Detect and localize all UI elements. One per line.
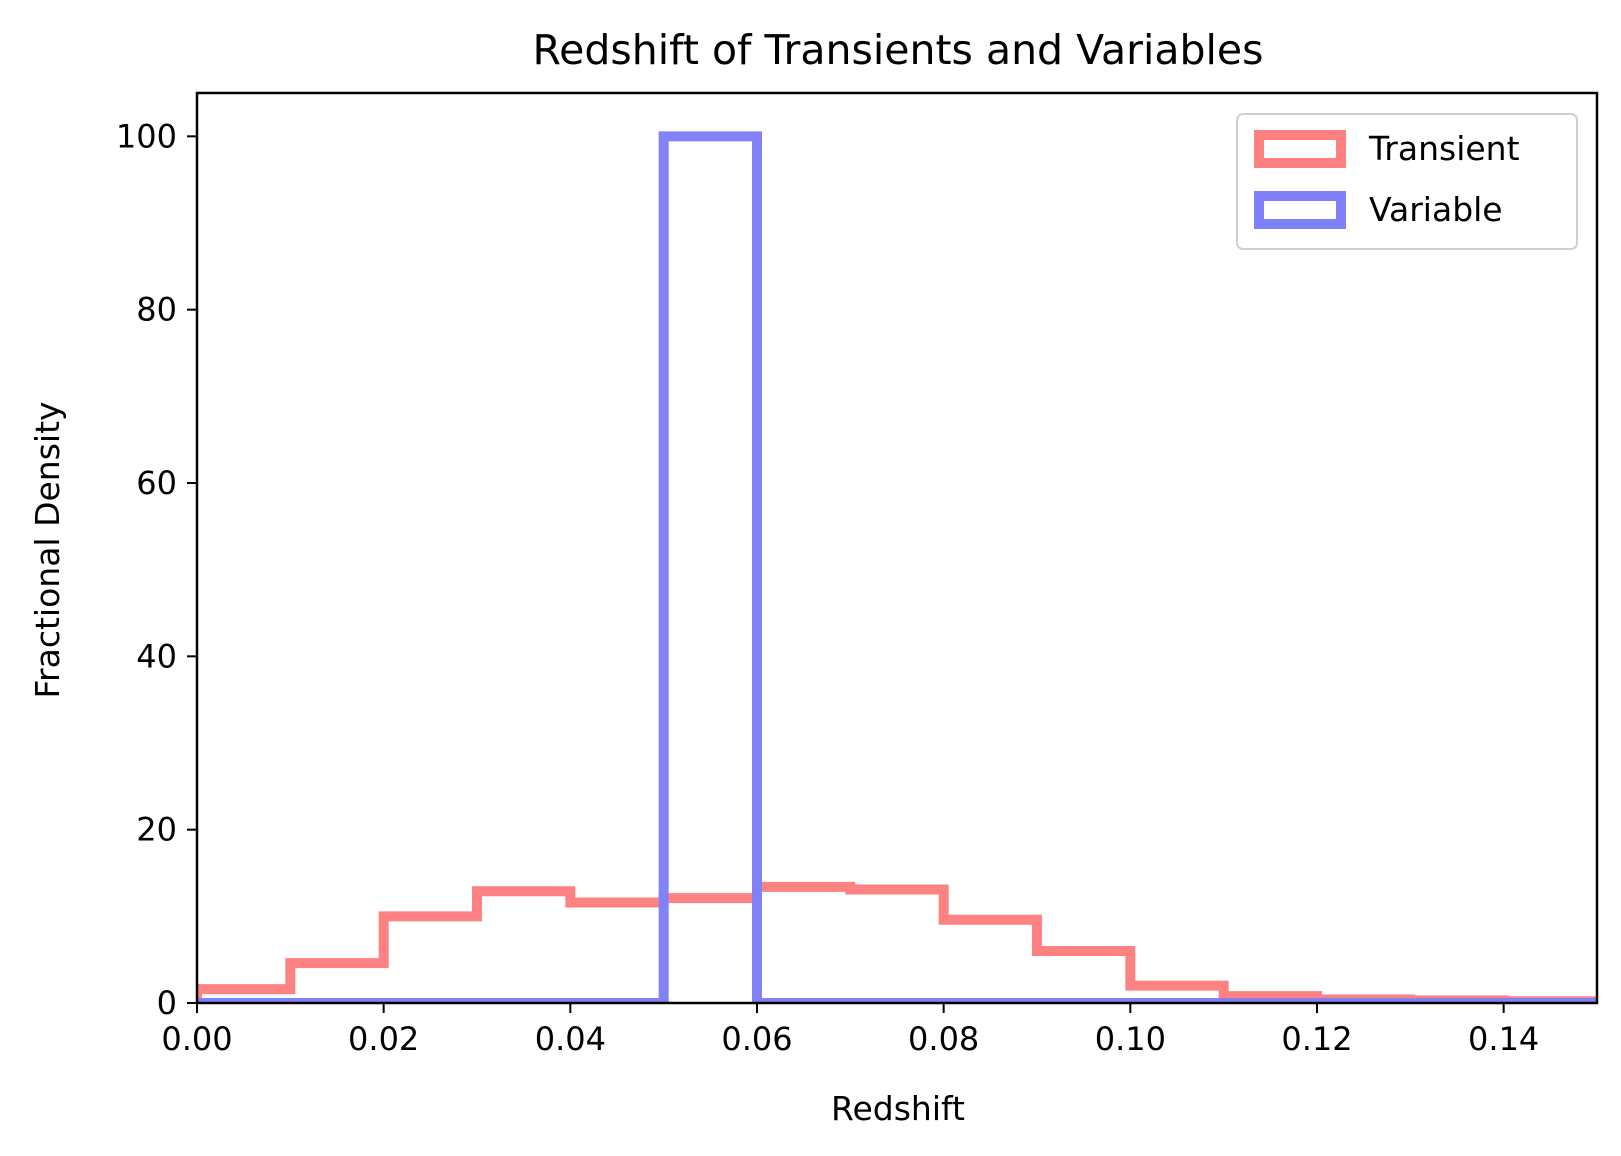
legend-box [1236, 113, 1578, 250]
x-tick-label: 0.00 [161, 1020, 232, 1058]
x-tick-label: 0.08 [908, 1020, 979, 1058]
x-tick-label: 0.10 [1095, 1020, 1166, 1058]
histogram-step-variable [197, 131, 1597, 1003]
series-group [197, 131, 1597, 1003]
plot-frame [195, 91, 1599, 1005]
legend-swatch-variable [1254, 191, 1346, 229]
legend-swatch-transient [1254, 130, 1346, 168]
legend-label-transient: Transient [1368, 129, 1520, 168]
y-tick-label: 40 [136, 637, 177, 675]
legend-label-variable: Variable [1369, 190, 1503, 229]
x-tick-label: 0.14 [1468, 1020, 1539, 1058]
x-tick-label: 0.02 [348, 1020, 419, 1058]
y-axis-label: Fractional Density [28, 401, 67, 698]
legend: Transient Variable [1236, 113, 1578, 250]
y-tick-label: 80 [136, 291, 177, 329]
y-tick-label: 20 [136, 811, 177, 849]
plot-area [195, 91, 1599, 1005]
x-tick-label: 0.06 [721, 1020, 792, 1058]
x-tick-label: 0.04 [535, 1020, 606, 1058]
y-tick-label: 0 [157, 984, 177, 1022]
histogram-step-transient [197, 881, 1597, 1003]
chart-title: Redshift of Transients and Variables [533, 26, 1264, 74]
y-axis: 0 20 40 60 80 100 [116, 117, 197, 1022]
x-axis-label: Redshift [831, 1089, 965, 1128]
y-tick-label: 60 [136, 464, 177, 502]
x-tick-label: 0.12 [1281, 1020, 1352, 1058]
x-axis: 0.00 0.02 0.04 0.06 0.08 0.10 0.12 0.14 [161, 1003, 1539, 1058]
y-tick-label: 100 [116, 117, 177, 155]
